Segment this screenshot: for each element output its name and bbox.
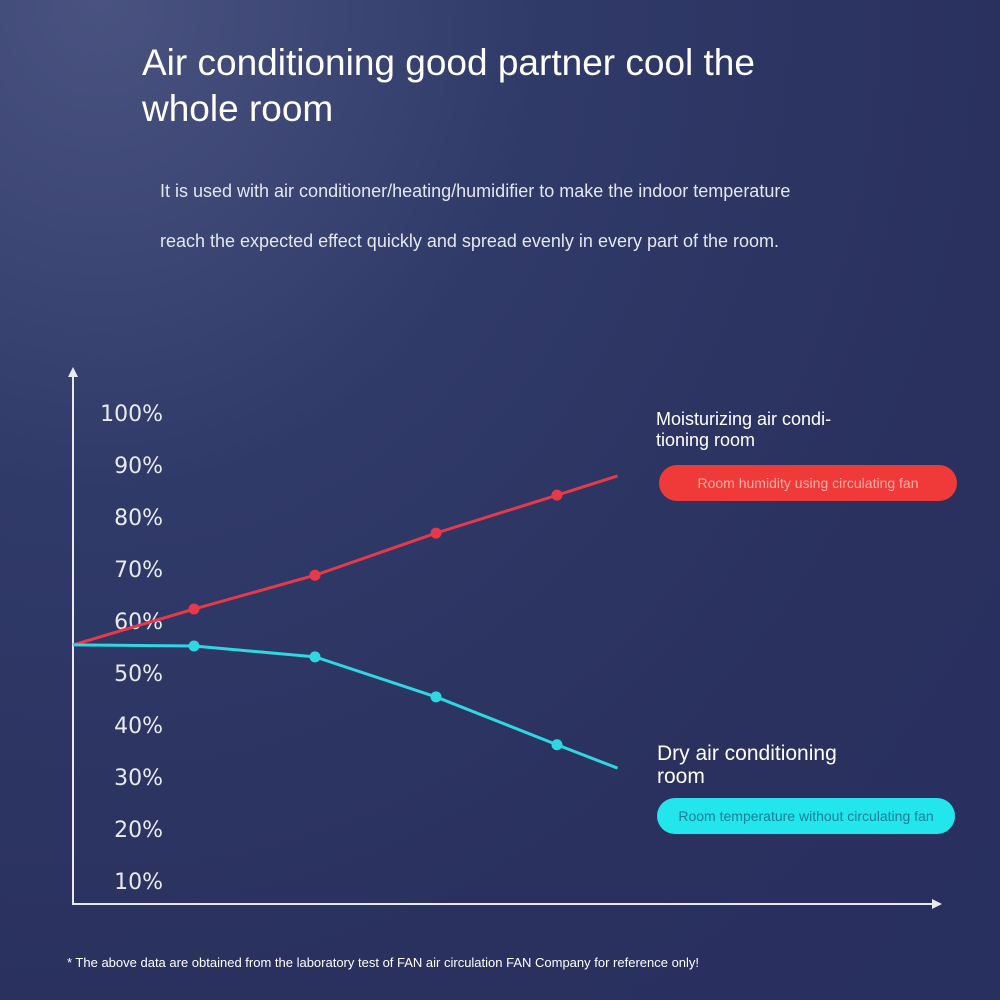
legend-title-moisturizing: Moisturizing air condi- tioning room xyxy=(656,409,832,450)
y-tick-label: 20% xyxy=(114,818,163,843)
y-axis-arrow-icon xyxy=(68,367,78,377)
series-line-dry xyxy=(72,643,619,770)
y-tick-label: 90% xyxy=(114,454,163,479)
y-tick-label: 50% xyxy=(114,662,163,687)
x-axis-arrow-icon xyxy=(932,899,942,909)
data-point xyxy=(309,651,321,663)
data-point xyxy=(551,489,563,501)
data-point xyxy=(430,691,442,703)
y-tick-label: 100% xyxy=(100,402,163,427)
data-point xyxy=(430,527,442,539)
page-title: Air conditioning good partner cool the w… xyxy=(142,42,755,129)
data-point xyxy=(188,640,200,652)
legend-pill-humidity: Room humidity using circulating fan xyxy=(659,465,957,501)
legend-pill-temperature: Room temperature without circulating fan xyxy=(657,798,955,834)
y-tick-label: 30% xyxy=(114,766,163,791)
data-point xyxy=(309,569,321,581)
data-point xyxy=(188,603,200,615)
data-point xyxy=(551,739,563,751)
y-tick-label: 10% xyxy=(114,870,163,895)
y-tick-label: 40% xyxy=(114,714,163,739)
legend-title-dry: Dry air conditioning room xyxy=(657,742,837,788)
y-tick-label: 70% xyxy=(114,558,163,583)
series-line-moisturizing xyxy=(72,474,618,647)
description-line-1: It is used with air conditioner/heating/… xyxy=(160,181,791,201)
footnote: * The above data are obtained from the l… xyxy=(67,955,700,970)
y-tick-label: 80% xyxy=(114,506,163,531)
description-line-2: reach the expected effect quickly and sp… xyxy=(160,231,780,251)
